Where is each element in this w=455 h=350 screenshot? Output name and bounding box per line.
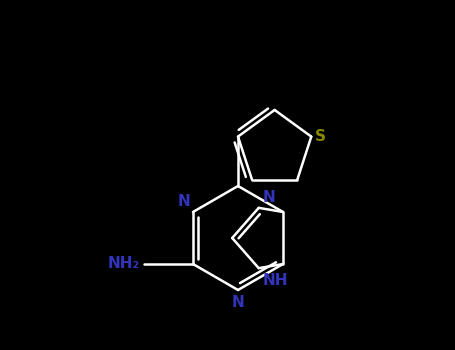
Text: S: S <box>315 129 326 144</box>
Text: NH₂: NH₂ <box>107 257 140 272</box>
Text: N: N <box>263 190 275 205</box>
Text: N: N <box>177 194 190 209</box>
Text: N: N <box>232 295 244 310</box>
Text: NH: NH <box>263 273 288 288</box>
